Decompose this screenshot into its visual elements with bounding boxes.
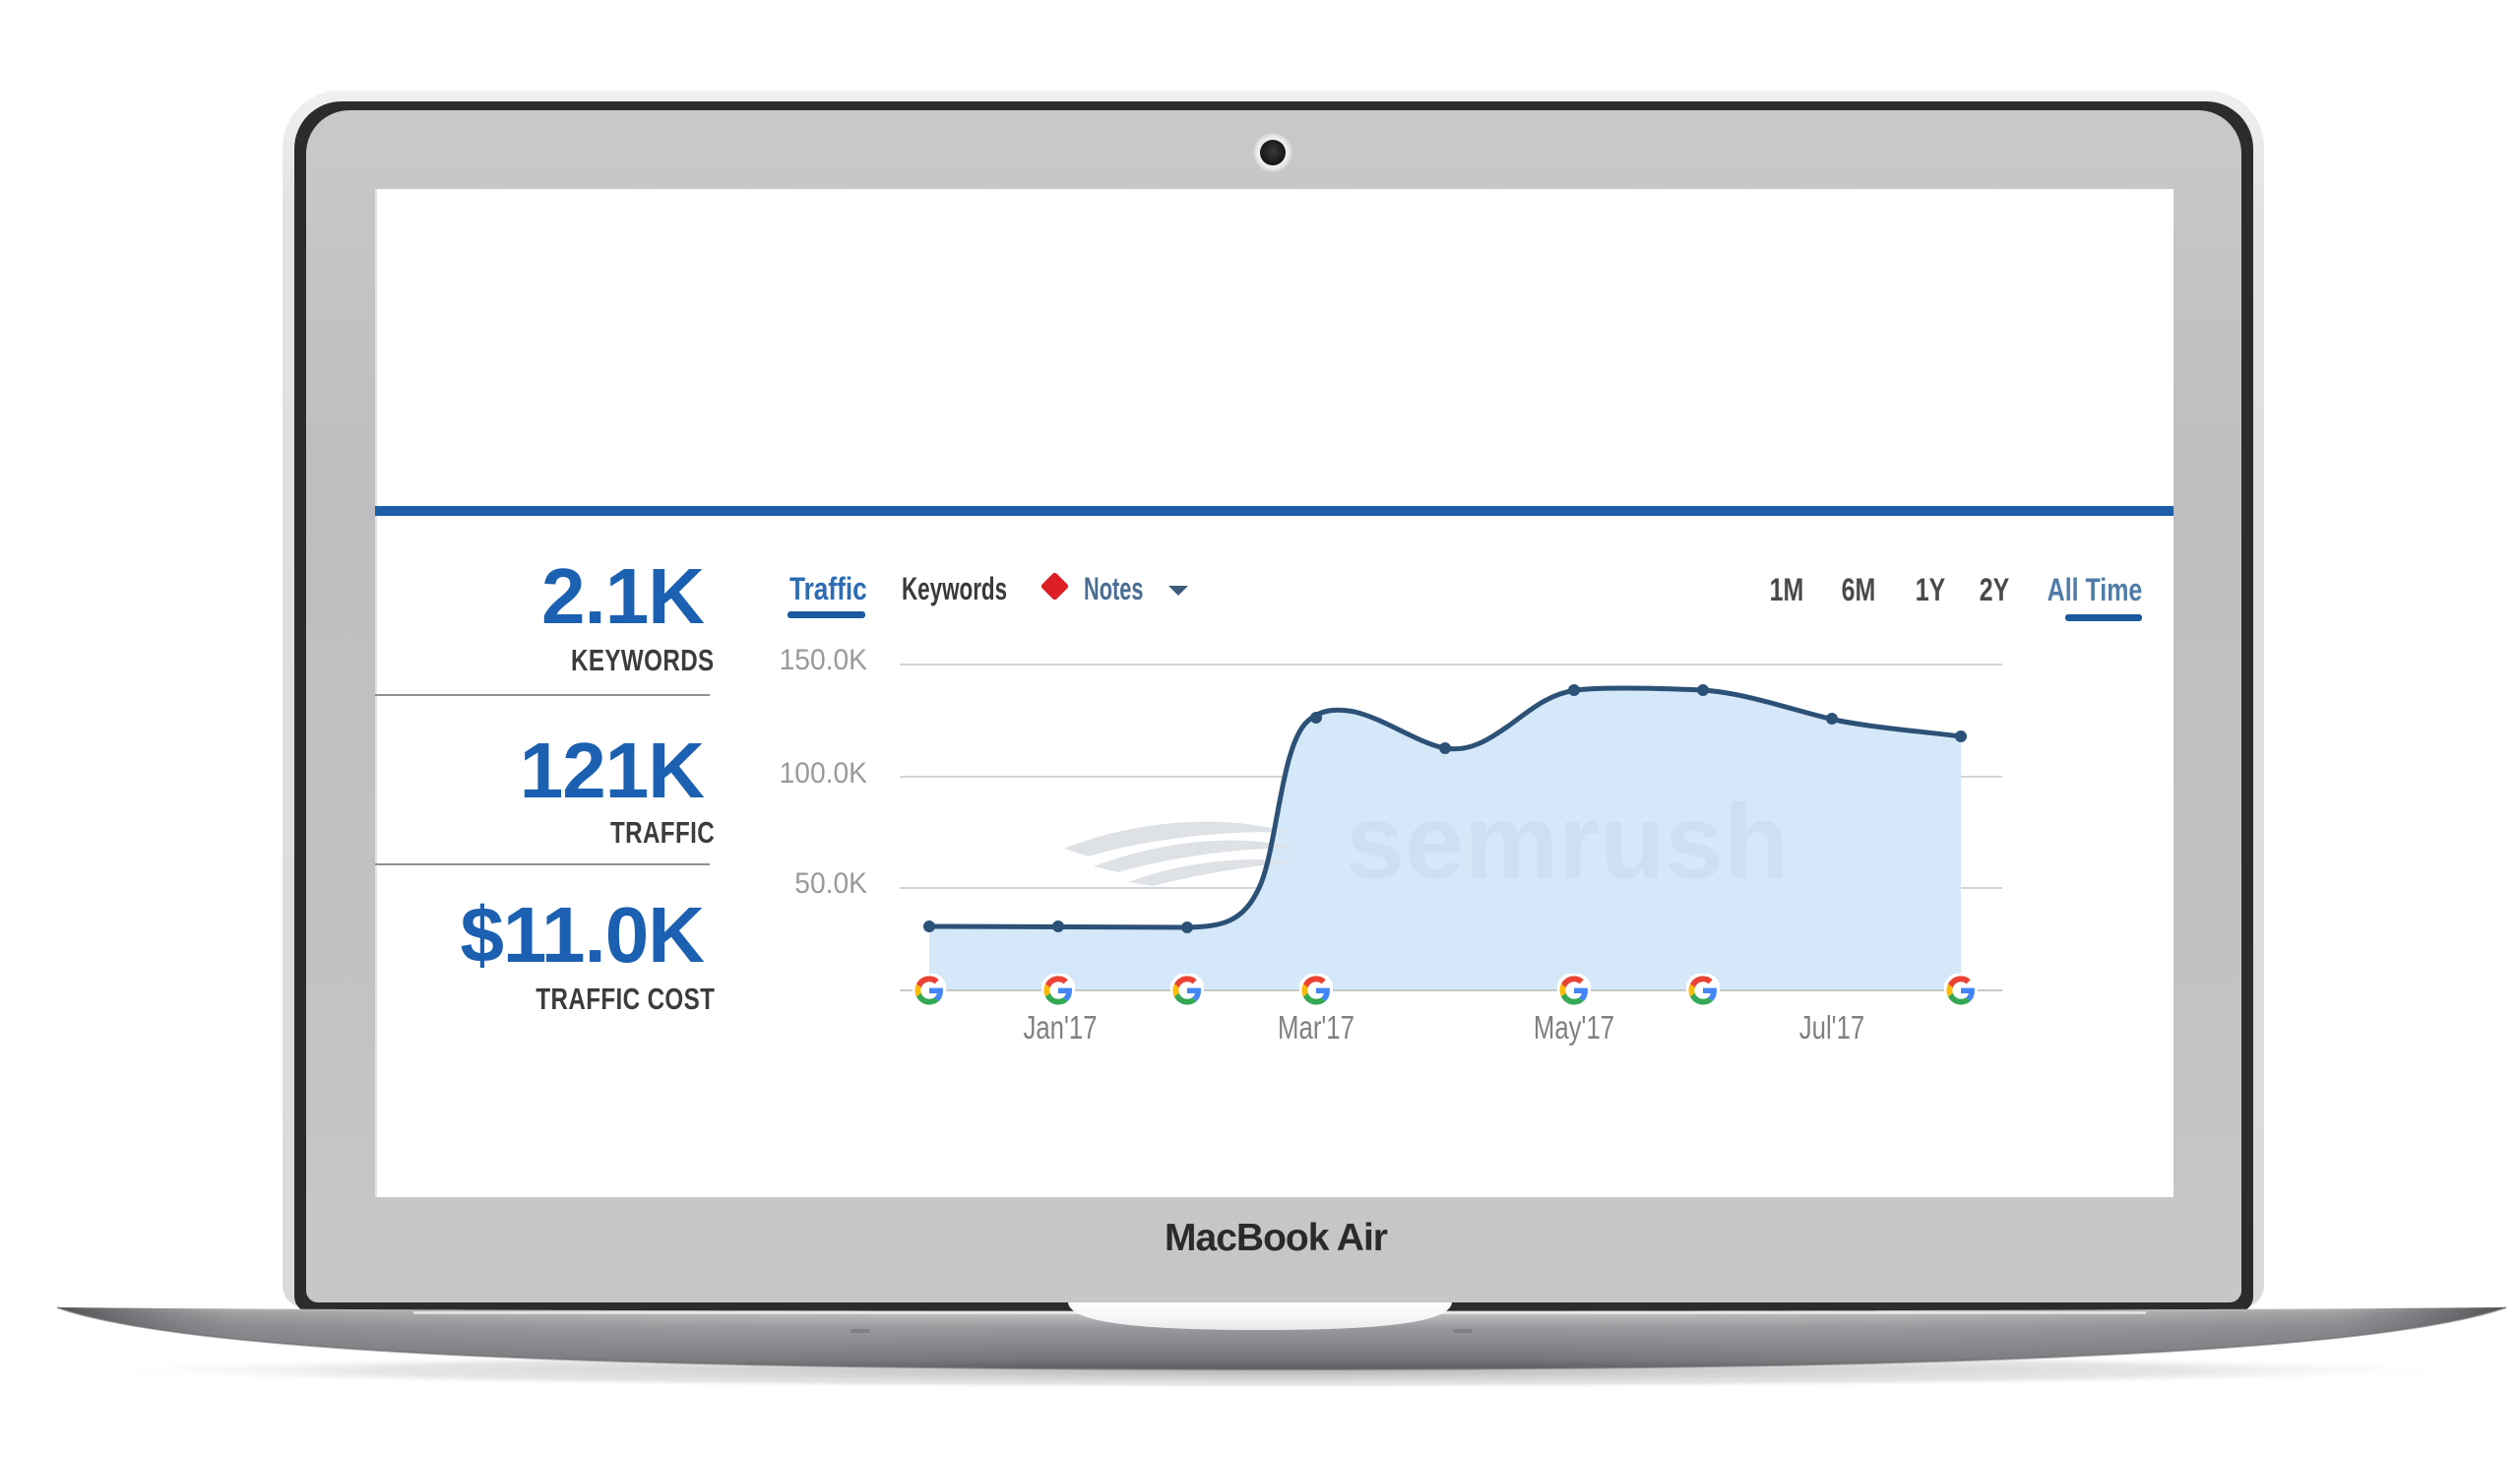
svg-text:semrush: semrush: [1346, 782, 1789, 901]
